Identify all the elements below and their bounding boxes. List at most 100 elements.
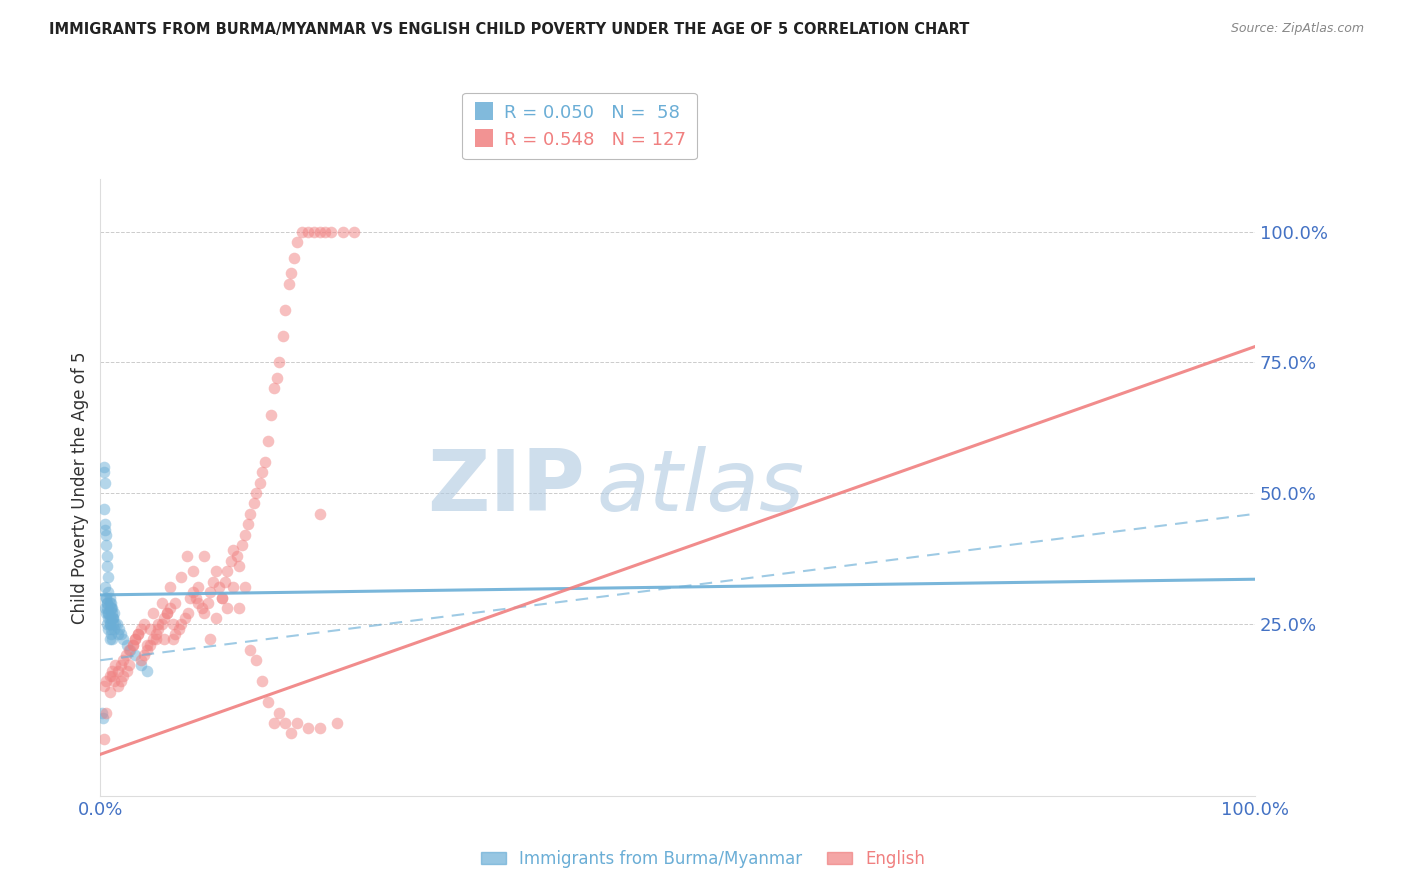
Point bbox=[93, 459, 115, 474]
Point bbox=[150, 596, 173, 610]
Point bbox=[211, 591, 233, 605]
Point bbox=[94, 601, 117, 615]
Point bbox=[245, 653, 267, 667]
Point bbox=[243, 496, 266, 510]
Point bbox=[266, 371, 288, 385]
Point bbox=[101, 664, 124, 678]
Point bbox=[254, 454, 277, 468]
Point bbox=[98, 591, 121, 605]
Point bbox=[173, 611, 195, 625]
Legend: Immigrants from Burma/Myanmar, English: Immigrants from Burma/Myanmar, English bbox=[474, 844, 932, 875]
Point bbox=[101, 632, 124, 647]
Point bbox=[193, 549, 215, 563]
Point bbox=[198, 632, 221, 647]
Point bbox=[93, 679, 115, 693]
Point bbox=[98, 616, 121, 631]
Point bbox=[302, 225, 325, 239]
Point bbox=[94, 591, 117, 605]
Point bbox=[198, 585, 221, 599]
Point bbox=[233, 580, 256, 594]
Point bbox=[115, 664, 138, 678]
Point bbox=[98, 669, 121, 683]
Point bbox=[186, 591, 208, 605]
Point bbox=[101, 616, 124, 631]
Point bbox=[153, 632, 176, 647]
Point bbox=[146, 616, 169, 631]
Point bbox=[283, 251, 305, 265]
Point bbox=[97, 611, 120, 625]
Point bbox=[204, 565, 226, 579]
Point bbox=[97, 622, 120, 636]
Point bbox=[177, 606, 200, 620]
Point bbox=[94, 591, 117, 605]
Point bbox=[217, 601, 239, 615]
Point bbox=[96, 596, 118, 610]
Point bbox=[93, 731, 115, 746]
Point bbox=[156, 606, 179, 620]
Point bbox=[97, 606, 120, 620]
Point bbox=[98, 684, 121, 698]
Point bbox=[129, 622, 152, 636]
Point bbox=[97, 606, 120, 620]
Point bbox=[96, 549, 118, 563]
Point bbox=[105, 616, 128, 631]
Point bbox=[90, 706, 112, 720]
Point bbox=[291, 225, 314, 239]
Point bbox=[103, 622, 125, 636]
Point bbox=[103, 606, 125, 620]
Point bbox=[139, 622, 162, 636]
Point bbox=[153, 611, 176, 625]
Point bbox=[233, 528, 256, 542]
Point bbox=[208, 580, 231, 594]
Point bbox=[94, 528, 117, 542]
Point bbox=[145, 632, 167, 647]
Point bbox=[179, 591, 201, 605]
Point bbox=[100, 627, 122, 641]
Point bbox=[91, 711, 114, 725]
Point bbox=[263, 716, 285, 731]
Point bbox=[225, 549, 247, 563]
Point bbox=[94, 580, 117, 594]
Point bbox=[314, 225, 336, 239]
Point bbox=[135, 642, 157, 657]
Point bbox=[110, 674, 132, 689]
Point bbox=[211, 591, 233, 605]
Point bbox=[285, 716, 308, 731]
Point bbox=[219, 554, 242, 568]
Point bbox=[112, 653, 135, 667]
Point bbox=[121, 638, 143, 652]
Point bbox=[96, 596, 118, 610]
Point bbox=[101, 601, 124, 615]
Legend: R = 0.050   N =  58, R = 0.548   N = 127: R = 0.050 N = 58, R = 0.548 N = 127 bbox=[463, 93, 696, 160]
Point bbox=[236, 517, 259, 532]
Point bbox=[146, 622, 169, 636]
Point bbox=[104, 616, 127, 631]
Text: ZIP: ZIP bbox=[427, 446, 585, 529]
Point bbox=[107, 679, 129, 693]
Point bbox=[98, 632, 121, 647]
Point bbox=[134, 648, 156, 662]
Point bbox=[162, 632, 184, 647]
Point bbox=[274, 303, 297, 318]
Point bbox=[181, 565, 204, 579]
Point bbox=[250, 465, 273, 479]
Point bbox=[159, 601, 181, 615]
Point bbox=[245, 486, 267, 500]
Point bbox=[228, 559, 250, 574]
Point bbox=[170, 616, 193, 631]
Point bbox=[274, 716, 297, 731]
Point bbox=[118, 642, 141, 657]
Point bbox=[135, 638, 157, 652]
Point bbox=[94, 606, 117, 620]
Text: Source: ZipAtlas.com: Source: ZipAtlas.com bbox=[1230, 22, 1364, 36]
Point bbox=[176, 549, 198, 563]
Point bbox=[256, 434, 278, 448]
Point bbox=[269, 706, 291, 720]
Point bbox=[181, 585, 204, 599]
Point bbox=[256, 695, 278, 709]
Point bbox=[93, 501, 115, 516]
Point bbox=[222, 580, 245, 594]
Point bbox=[217, 565, 239, 579]
Y-axis label: Child Poverty Under the Age of 5: Child Poverty Under the Age of 5 bbox=[72, 351, 89, 624]
Point bbox=[308, 225, 330, 239]
